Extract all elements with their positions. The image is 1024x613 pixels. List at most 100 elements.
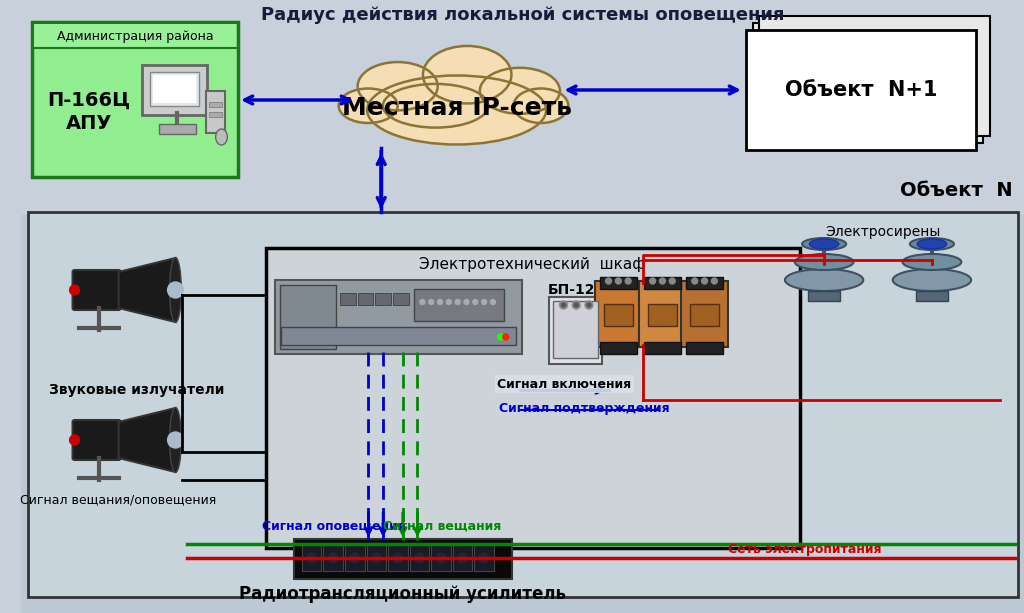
Text: Сигнал оповещения: Сигнал оповещения	[262, 519, 407, 533]
Text: Сигнал вещания/оповещения: Сигнал вещания/оповещения	[20, 493, 217, 506]
Circle shape	[561, 303, 565, 307]
Ellipse shape	[809, 239, 839, 249]
FancyBboxPatch shape	[265, 248, 800, 548]
Circle shape	[659, 278, 666, 284]
Circle shape	[415, 553, 424, 563]
FancyBboxPatch shape	[553, 301, 598, 358]
FancyBboxPatch shape	[745, 30, 976, 150]
FancyBboxPatch shape	[414, 289, 504, 321]
FancyBboxPatch shape	[209, 102, 222, 107]
Ellipse shape	[910, 238, 954, 250]
Text: Электротехнический  шкаф: Электротехнический шкаф	[420, 256, 646, 272]
FancyBboxPatch shape	[753, 23, 983, 143]
FancyBboxPatch shape	[209, 112, 222, 117]
Text: Пускатели: Пускатели	[633, 279, 718, 293]
Text: Сигнал включения: Сигнал включения	[498, 378, 632, 390]
Ellipse shape	[423, 46, 511, 104]
FancyBboxPatch shape	[686, 277, 723, 289]
Ellipse shape	[170, 408, 181, 473]
FancyBboxPatch shape	[644, 277, 681, 289]
Text: Сигнал подтверждения: Сигнал подтверждения	[499, 402, 670, 414]
Ellipse shape	[216, 129, 227, 145]
Circle shape	[498, 334, 504, 340]
Text: Звуковые излучатели: Звуковые излучатели	[48, 383, 224, 397]
Ellipse shape	[339, 88, 397, 123]
FancyBboxPatch shape	[916, 291, 947, 301]
FancyBboxPatch shape	[150, 72, 199, 106]
Ellipse shape	[795, 254, 854, 270]
FancyBboxPatch shape	[33, 22, 239, 177]
FancyBboxPatch shape	[431, 545, 451, 571]
Circle shape	[473, 300, 478, 305]
Circle shape	[464, 300, 469, 305]
FancyBboxPatch shape	[644, 342, 681, 354]
Ellipse shape	[893, 269, 971, 291]
Circle shape	[587, 303, 591, 307]
Circle shape	[498, 334, 504, 340]
FancyBboxPatch shape	[73, 270, 121, 310]
Text: Электросирены: Электросирены	[825, 225, 941, 239]
Circle shape	[70, 435, 80, 445]
Ellipse shape	[514, 88, 568, 123]
Circle shape	[446, 300, 452, 305]
Circle shape	[481, 300, 486, 305]
Text: П-166Ц  БУУ-02: П-166Ц БУУ-02	[317, 281, 468, 299]
Text: Объект  N+1: Объект N+1	[784, 80, 937, 100]
FancyBboxPatch shape	[388, 545, 408, 571]
FancyBboxPatch shape	[340, 293, 355, 305]
FancyBboxPatch shape	[357, 293, 374, 305]
Circle shape	[503, 334, 509, 340]
FancyBboxPatch shape	[29, 212, 1018, 597]
FancyBboxPatch shape	[639, 281, 686, 347]
Text: Сеть электропитания: Сеть электропитания	[728, 544, 882, 557]
Ellipse shape	[357, 62, 437, 110]
Text: Радиус действия локальной системы оповещения: Радиус действия локальной системы оповещ…	[260, 6, 784, 24]
Circle shape	[329, 553, 338, 563]
FancyBboxPatch shape	[282, 327, 516, 345]
Circle shape	[350, 553, 359, 563]
Text: БП-12В: БП-12В	[548, 283, 606, 297]
FancyBboxPatch shape	[600, 342, 637, 354]
FancyBboxPatch shape	[686, 342, 723, 354]
Polygon shape	[119, 258, 175, 322]
FancyBboxPatch shape	[153, 75, 196, 103]
Circle shape	[429, 300, 433, 305]
Circle shape	[585, 301, 593, 309]
Circle shape	[605, 278, 611, 284]
FancyBboxPatch shape	[159, 124, 196, 134]
Circle shape	[70, 285, 80, 295]
FancyBboxPatch shape	[648, 304, 677, 326]
Ellipse shape	[480, 68, 560, 114]
Ellipse shape	[368, 75, 546, 145]
Circle shape	[574, 303, 579, 307]
Text: Объект  N: Объект N	[900, 181, 1013, 200]
Circle shape	[572, 301, 581, 309]
FancyBboxPatch shape	[345, 545, 365, 571]
FancyBboxPatch shape	[294, 539, 512, 579]
FancyBboxPatch shape	[681, 281, 728, 347]
Circle shape	[712, 278, 717, 284]
Circle shape	[479, 553, 489, 563]
FancyBboxPatch shape	[281, 285, 336, 349]
FancyBboxPatch shape	[760, 16, 990, 136]
FancyBboxPatch shape	[73, 420, 121, 460]
Text: Радиотрансляционный усилитель: Радиотрансляционный усилитель	[240, 585, 566, 603]
Ellipse shape	[918, 239, 946, 249]
Circle shape	[437, 300, 442, 305]
FancyBboxPatch shape	[35, 24, 237, 48]
FancyBboxPatch shape	[302, 545, 322, 571]
Circle shape	[615, 278, 622, 284]
FancyBboxPatch shape	[275, 280, 522, 354]
Circle shape	[168, 282, 183, 298]
Ellipse shape	[383, 84, 488, 128]
Circle shape	[456, 300, 460, 305]
Circle shape	[393, 553, 402, 563]
FancyBboxPatch shape	[474, 545, 494, 571]
Circle shape	[559, 301, 567, 309]
FancyBboxPatch shape	[410, 545, 429, 571]
Text: Местная IP-сеть: Местная IP-сеть	[342, 96, 571, 120]
FancyBboxPatch shape	[206, 91, 225, 133]
FancyBboxPatch shape	[142, 65, 207, 115]
Circle shape	[701, 278, 708, 284]
Circle shape	[692, 278, 697, 284]
